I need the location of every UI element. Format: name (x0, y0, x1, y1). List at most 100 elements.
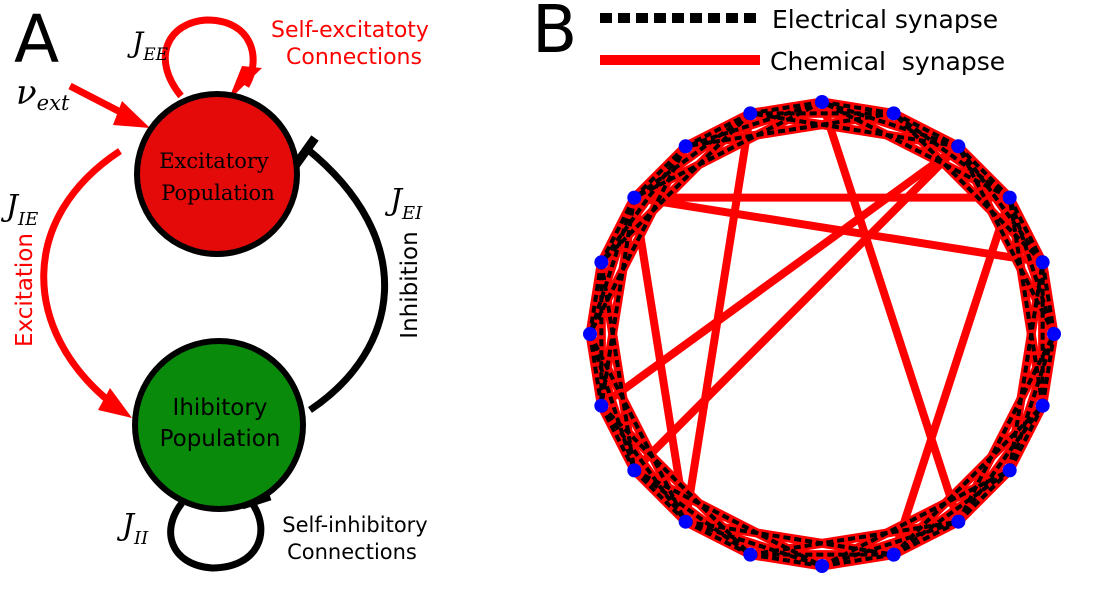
electrical-synapse-edge (599, 111, 752, 264)
electrical-synapse-edge (1007, 261, 1045, 471)
j-ei-base: J (384, 183, 404, 218)
self-inhibitory-label-line1: Self-inhibitory (282, 513, 428, 537)
self-excitatory-label-line1: Self-excitatoty (271, 18, 429, 43)
electrical-synapse-edge (633, 111, 752, 200)
electrical-synapse-edge (892, 111, 1011, 200)
panel-a-letter: A (14, 1, 59, 78)
j-ie-sub: IE (17, 209, 38, 230)
j-ee-base: J (127, 26, 145, 59)
network-node (1002, 463, 1017, 478)
excitatory-population: Excitatory Population (134, 91, 300, 257)
external-input-arrow (68, 82, 150, 128)
chemical-synapse-edge (818, 100, 963, 523)
network-node (815, 95, 829, 109)
network-node (583, 327, 597, 341)
j-ei-sub: EI (401, 203, 423, 224)
electrical-synapse-edge (1007, 197, 1056, 335)
inhibitory-circle (132, 338, 306, 512)
network-node (951, 139, 966, 154)
electrical-synapse-edge (685, 111, 895, 149)
electrical-synapse-edge (685, 519, 823, 568)
electrical-synapse-edge (749, 519, 959, 557)
inhibitory-label-line1: Ihibitory (173, 395, 268, 421)
excitatory-label-line2: Population (161, 181, 274, 205)
network-node (743, 547, 758, 562)
inhibitory-label-line2: Population (160, 426, 281, 452)
nu-ext-label: νext (16, 73, 70, 115)
electrical-synapse-edge (892, 468, 1011, 557)
network-graph (583, 95, 1061, 573)
excitatory-label-line1: Excitatory (159, 149, 269, 173)
electrical-synapse-edge (588, 145, 688, 335)
electrical-synapse-edge (956, 333, 1056, 523)
electrical-synapse-edge (633, 468, 823, 568)
network-node (815, 559, 829, 573)
nu-ext-base: ν (16, 73, 37, 113)
electrical-synapse-edge (588, 197, 637, 335)
electrical-synapse-edge (633, 468, 752, 557)
chemical-synapse-edge (631, 143, 962, 474)
inhibition-arrow (291, 135, 388, 413)
chemical-synapse-edge (633, 193, 1044, 267)
j-ii-base: J (116, 508, 136, 543)
network-node (594, 255, 609, 270)
network-node (1047, 327, 1061, 341)
electrical-synapse-edge (685, 519, 895, 557)
network-node (594, 398, 609, 413)
electrical-synapse-edge (821, 519, 959, 568)
electrical-edges (588, 100, 1056, 568)
legend-chemical-label: Chemical synapse (770, 47, 1005, 76)
electrical-synapse-edge (956, 145, 1045, 264)
panel-a: A Excitatory Populat (0, 1, 429, 572)
electrical-synapse-edge (588, 333, 637, 471)
self-inhibitory-label-line2: Connections (287, 540, 417, 564)
network-node (1035, 255, 1050, 270)
panel-b-letter: B (532, 0, 577, 68)
j-ei-label: JEI (384, 183, 423, 224)
j-ii-label: JII (116, 508, 149, 549)
electrical-synapse-edge (599, 404, 752, 557)
excitation-label: Excitation (12, 233, 38, 347)
j-ee-sub: EE (142, 45, 168, 65)
electrical-synapse-edge (956, 404, 1045, 523)
network-node (1035, 398, 1050, 413)
inhibition-label: Inhibition (397, 231, 423, 338)
electrical-synapse-edge (685, 100, 823, 149)
j-ee-label: JEE (127, 26, 169, 65)
network-node (1002, 190, 1017, 205)
electrical-synapse-edge (821, 100, 1011, 200)
legend-electrical-label: Electrical synapse (772, 5, 998, 34)
network-node (627, 190, 642, 205)
chemical-synapse-edge (599, 143, 961, 409)
electrical-synapse-edge (599, 197, 637, 407)
electrical-synapse-edge (749, 111, 959, 149)
network-node (886, 547, 901, 562)
j-ii-sub: II (133, 528, 149, 549)
electrical-synapse-edge (821, 100, 959, 149)
self-excitatory-loop (161, 16, 262, 101)
network-nodes (583, 95, 1061, 573)
legend: Electrical synapse Chemical synapse (600, 5, 1005, 76)
electrical-synapse-edge (821, 468, 1011, 568)
electrical-synapse-edge (1007, 197, 1045, 407)
excitation-arrow (40, 148, 132, 418)
panel-b: B Electrical synapse Chemical synapse (532, 0, 1061, 573)
electrical-synapse-edge (1007, 333, 1056, 471)
electrical-synapse-edge (588, 333, 688, 523)
self-excitatory-label-line2: Connections (286, 45, 422, 70)
network-node (678, 514, 693, 529)
electrical-synapse-edge (599, 261, 637, 471)
electrical-synapse-edge (892, 404, 1045, 557)
network-node (886, 106, 901, 121)
network-node (743, 106, 758, 121)
j-ie-label: JIE (0, 189, 38, 230)
network-node (678, 139, 693, 154)
electrical-synapse-edge (599, 145, 688, 264)
j-ie-base: J (0, 189, 20, 224)
excitatory-circle (134, 91, 300, 257)
nu-ext-sub: ext (37, 91, 70, 115)
electrical-synapse-edge (599, 404, 688, 523)
network-node (627, 463, 642, 478)
inhibitory-population: Ihibitory Population (132, 338, 306, 512)
